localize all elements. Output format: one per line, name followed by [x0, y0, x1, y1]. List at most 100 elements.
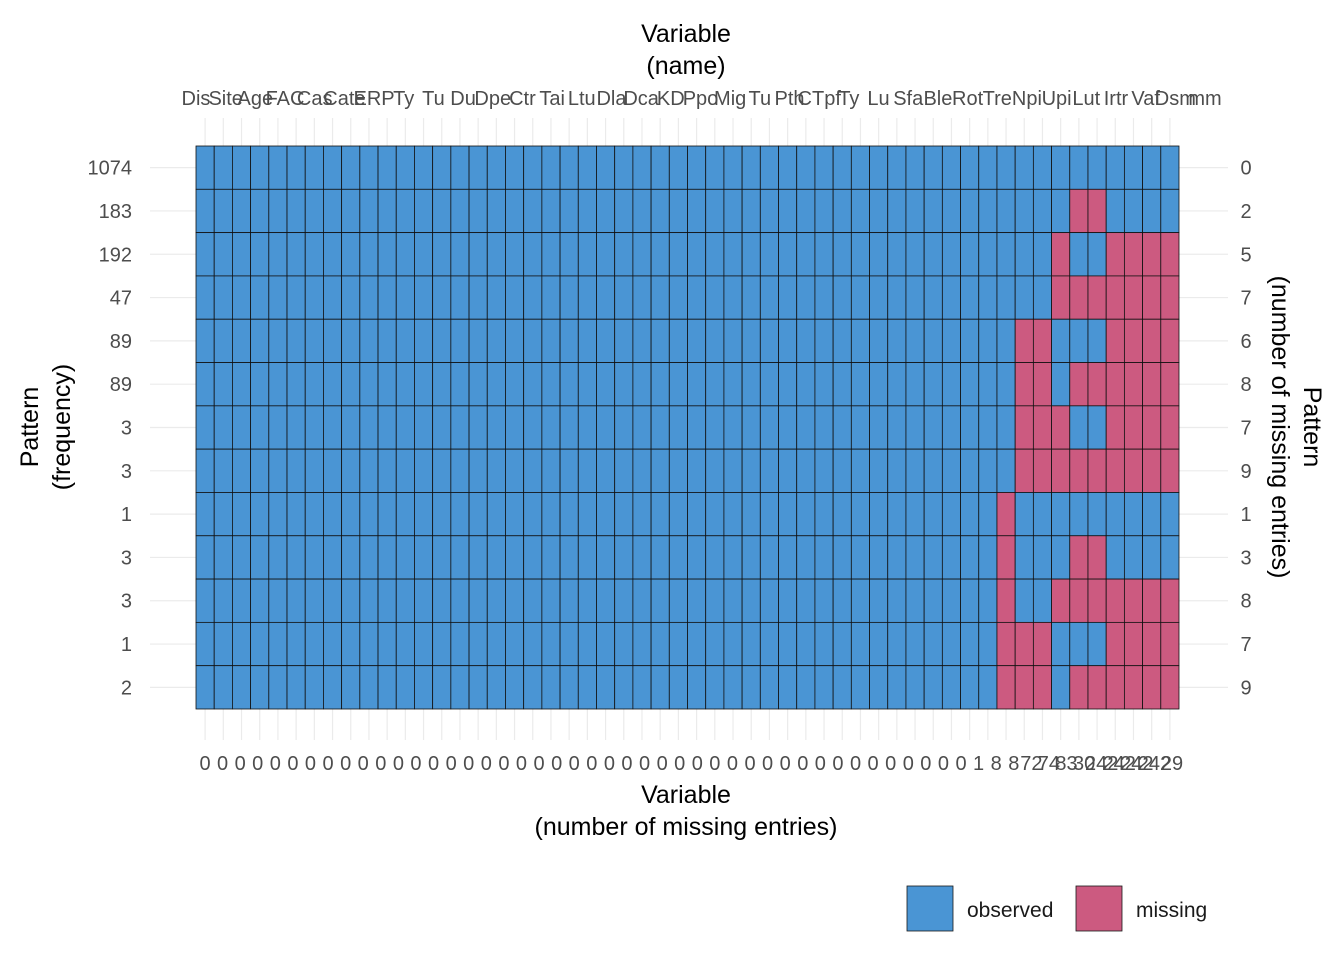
cell-observed [668, 535, 688, 580]
cell-observed [232, 318, 252, 363]
cell-observed [905, 492, 925, 537]
cell-observed [250, 492, 270, 537]
cell-observed [213, 275, 233, 320]
cell-observed [796, 362, 816, 407]
cell-missing [1160, 275, 1180, 320]
cell-missing [1069, 535, 1089, 580]
cell-observed [377, 535, 397, 580]
cell-observed [195, 405, 215, 450]
cell-observed [341, 145, 361, 190]
cell-missing [1032, 621, 1052, 667]
top-tick-label: Npi [1012, 88, 1042, 110]
cell-observed [541, 405, 561, 450]
cell-observed [978, 535, 998, 580]
cell-observed [559, 492, 579, 537]
cell-observed [1069, 318, 1089, 363]
cell-observed [414, 188, 434, 234]
cell-observed [596, 232, 616, 277]
cell-observed [559, 145, 579, 190]
bottom-tick-label: 1 [973, 753, 984, 775]
bottom-tick-label: 0 [323, 753, 334, 775]
cell-observed [414, 275, 434, 320]
cell-observed [523, 535, 543, 580]
cell-observed [523, 492, 543, 537]
cell-observed [741, 665, 761, 710]
cell-observed [341, 535, 361, 580]
cell-observed [796, 448, 816, 493]
right-tick-label: 0 [1240, 158, 1251, 180]
cell-observed [304, 232, 324, 277]
cell-observed [341, 362, 361, 407]
cell-observed [796, 578, 816, 623]
cell-missing [1160, 232, 1180, 277]
bottom-tick-label: 242 [1138, 753, 1171, 775]
cell-observed [887, 405, 907, 450]
cell-observed [232, 665, 252, 710]
cell-observed [541, 621, 561, 667]
cell-observed [450, 492, 470, 537]
top-tick-label: Dca [623, 88, 659, 110]
cell-observed [960, 535, 980, 580]
top-tick-label: Lut [1072, 88, 1100, 110]
cell-observed [286, 665, 306, 710]
cell-observed [377, 665, 397, 710]
bottom-tick-label: 0 [498, 753, 509, 775]
cell-observed [286, 578, 306, 623]
top-axis-subtitle: (name) [646, 52, 725, 80]
cell-observed [286, 492, 306, 537]
cell-observed [304, 492, 324, 537]
cell-observed [759, 318, 779, 363]
cell-observed [923, 318, 943, 363]
cell-observed [1014, 145, 1034, 190]
cell-observed [941, 492, 961, 537]
cell-observed [832, 188, 852, 234]
cell-observed [450, 665, 470, 710]
cell-observed [250, 188, 270, 234]
cell-observed [759, 578, 779, 623]
cell-observed [632, 578, 652, 623]
cell-observed [541, 578, 561, 623]
cell-observed [687, 318, 707, 363]
cell-missing [1051, 275, 1071, 320]
cell-observed [323, 448, 343, 493]
cell-observed [1123, 145, 1143, 190]
cell-observed [341, 578, 361, 623]
cell-missing [1087, 362, 1107, 407]
cell-observed [814, 621, 834, 667]
cell-observed [723, 318, 743, 363]
bottom-tick-label: 0 [199, 753, 210, 775]
cell-observed [450, 188, 470, 234]
cell-observed [468, 405, 488, 450]
cell-observed [705, 232, 725, 277]
cell-observed [796, 188, 816, 234]
cell-observed [359, 535, 379, 580]
cell-observed [232, 232, 252, 277]
cell-observed [705, 188, 725, 234]
top-tick-label: ERP [353, 88, 394, 110]
cell-observed [796, 275, 816, 320]
cell-observed [596, 318, 616, 363]
bottom-tick-label: 0 [657, 753, 668, 775]
cell-observed [869, 492, 889, 537]
cell-missing [1051, 578, 1071, 623]
cell-observed [359, 492, 379, 537]
cell-observed [996, 188, 1016, 234]
bottom-tick-label: 0 [463, 753, 474, 775]
cell-observed [414, 145, 434, 190]
cell-observed [232, 188, 252, 234]
cell-observed [286, 275, 306, 320]
cell-observed [941, 232, 961, 277]
cell-observed [705, 621, 725, 667]
bottom-tick-label: 0 [551, 753, 562, 775]
cell-observed [304, 448, 324, 493]
cell-observed [468, 665, 488, 710]
cell-observed [559, 275, 579, 320]
cell-observed [887, 578, 907, 623]
cell-observed [960, 188, 980, 234]
cell-observed [687, 448, 707, 493]
cell-observed [850, 275, 870, 320]
cell-observed [832, 232, 852, 277]
cell-observed [377, 578, 397, 623]
right-tick-label: 2 [1240, 201, 1251, 223]
cell-observed [687, 492, 707, 537]
